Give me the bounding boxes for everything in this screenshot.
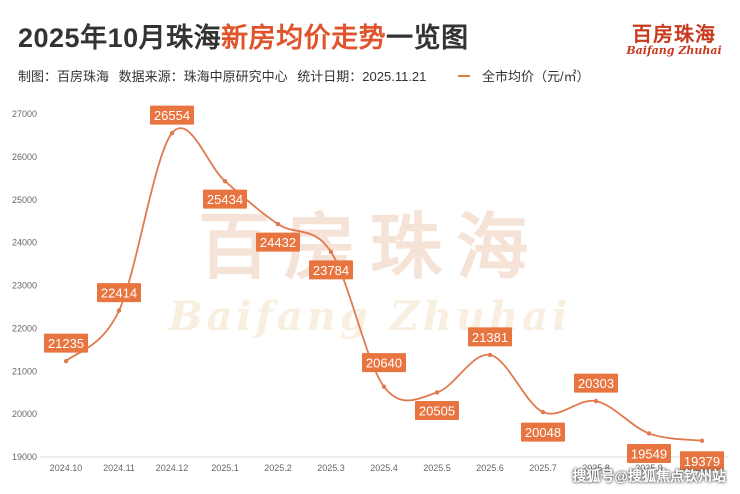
data-point (540, 409, 546, 415)
x-tick-label: 2025.2 (264, 463, 292, 473)
data-label-box (680, 451, 724, 471)
y-tick-label: 23000 (12, 281, 37, 291)
data-label-box (44, 333, 88, 353)
y-tick-label: 22000 (12, 323, 37, 333)
y-tick-label: 19000 (12, 452, 37, 462)
data-label: 21381 (472, 330, 508, 345)
legend-label: 全市均价（元/㎡） (482, 69, 590, 84)
meta-source: 数据来源：珠海中原研究中心 (118, 69, 288, 84)
data-label: 22414 (101, 286, 137, 301)
x-tick-label: 2025.7 (529, 463, 557, 473)
data-label-box (309, 260, 353, 280)
data-label: 20505 (419, 403, 455, 418)
data-point (275, 221, 281, 227)
data-labels: 21235 22414 26554 25434 24432 23784 20640 20505… (44, 105, 724, 471)
data-label: 26554 (154, 108, 190, 123)
data-points (63, 130, 705, 443)
data-label: 20640 (366, 356, 402, 371)
x-tick-label: 2025.1 (211, 463, 239, 473)
data-point (222, 178, 228, 184)
data-label: 23784 (313, 263, 349, 278)
brand-logo: 百房珠海 (632, 22, 716, 46)
data-point (169, 130, 175, 136)
data-label-box (468, 327, 512, 347)
watermark-text-cn: 百房珠海 (198, 204, 542, 289)
x-tick-label: 2025.8 (582, 463, 610, 473)
data-label: 19549 (631, 446, 667, 461)
data-label-box (256, 232, 300, 252)
data-label: 24432 (260, 235, 296, 250)
data-point (63, 358, 69, 364)
data-point (699, 438, 705, 443)
chart-legend: 全市均价（元/㎡） (458, 66, 590, 85)
meta-date: 统计日期：2025.11.21 (297, 69, 427, 84)
y-tick-label: 20000 (12, 409, 37, 419)
x-tick-label: 2024.11 (103, 463, 135, 473)
data-label-box (574, 373, 618, 393)
chart-meta: 制图：百房珠海 数据来源：珠海中原研究中心 统计日期：2025.11.21 (18, 66, 432, 85)
data-point (646, 431, 652, 436)
data-label: 20303 (578, 376, 614, 391)
data-label-box (203, 189, 247, 209)
x-tick-label: 2024.12 (156, 463, 189, 473)
y-tick-label: 24000 (12, 238, 37, 248)
title-part2: 一览图 (386, 23, 469, 53)
data-point (487, 352, 493, 358)
brand-logo-en: Baifang Zhuhai (626, 44, 722, 57)
data-label-box (521, 422, 565, 442)
data-label-box (150, 105, 194, 125)
title-highlight: 新房均价走势 (221, 23, 387, 53)
x-tick-label: 2025.6 (476, 463, 504, 473)
meta-maker: 制图：百房珠海 (18, 69, 110, 84)
legend-swatch (458, 74, 470, 77)
y-axis-ticks: 19000 20000 21000 22000 23000 24000 25000 26000… (12, 109, 37, 462)
data-label-box (627, 443, 671, 463)
data-label: 25434 (207, 192, 243, 207)
data-label: 20048 (525, 425, 561, 440)
x-tick-label: 2025.3 (317, 463, 345, 473)
data-point (116, 308, 122, 313)
series-line (65, 127, 703, 442)
y-tick-label: 26000 (12, 152, 37, 162)
footer-watermark: 搜狐号@搜狐焦点钦州站 (572, 468, 726, 484)
data-point (381, 384, 387, 389)
x-tick-label: 2025.5 (423, 463, 451, 473)
data-label-box (97, 283, 141, 303)
x-tick-label: 2025.4 (370, 463, 398, 473)
y-tick-label: 25000 (12, 195, 37, 205)
data-label: 19379 (684, 454, 720, 469)
data-label-box (415, 400, 459, 420)
data-point (434, 390, 440, 395)
x-tick-label: 2025.9 (635, 463, 663, 473)
x-tick-label: 2024.10 (50, 463, 83, 473)
data-label-box (362, 353, 406, 373)
data-point (328, 249, 334, 255)
chart-title: 2025年10月珠海新房均价走势一览图 (18, 16, 469, 55)
data-point (593, 398, 599, 404)
y-tick-label: 21000 (12, 366, 37, 376)
data-label: 21235 (48, 336, 84, 351)
y-tick-label: 27000 (12, 109, 37, 119)
title-part1: 2025年10月珠海 (18, 23, 222, 53)
